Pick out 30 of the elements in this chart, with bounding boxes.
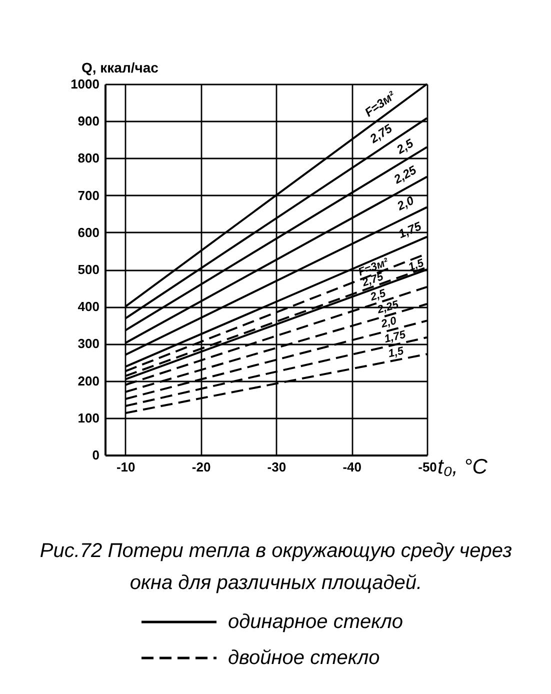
annotation: 2,75	[366, 121, 395, 146]
legend-label: двойное стекло	[228, 647, 380, 669]
y-tick-label: 100	[78, 410, 100, 426]
annotation: 1,5	[406, 256, 426, 274]
annotation: 2,0	[394, 193, 416, 214]
y-tick-label: 300	[78, 336, 100, 352]
y-axis-title: Q, ккал/час	[82, 60, 159, 76]
y-tick-label: 900	[78, 114, 100, 129]
x-tick-label: -10	[116, 460, 136, 474]
annotation: 2,5	[393, 136, 416, 158]
x-tick-label: -50	[418, 460, 437, 474]
x-tick-label: -30	[267, 460, 286, 474]
y-tick-label: 400	[78, 299, 100, 314]
y-tick-label: 600	[78, 224, 100, 240]
y-tick-label: 800	[78, 150, 100, 166]
annotation: 2,5	[368, 287, 388, 304]
y-tick-label: 200	[78, 373, 100, 388]
annotation: 2,25	[390, 162, 419, 187]
y-tick-label: 0	[92, 448, 100, 462]
y-tick-label: 700	[78, 188, 100, 203]
x-axis-title: t₀, °C	[438, 456, 488, 478]
x-tick-label: -20	[192, 460, 211, 474]
y-tick-label: 1000	[70, 76, 100, 92]
legend-label: одинарное стекло	[228, 611, 403, 633]
x-tick-label: -40	[342, 460, 362, 474]
y-tick-label: 500	[78, 262, 100, 277]
annotation: 1,5	[387, 345, 406, 360]
text: Рис.72 Потери тепла в окружающую среду через окна для различных площадей.	[40, 540, 512, 594]
annotation: 2,0	[378, 314, 399, 331]
annotation: 1,75	[383, 328, 408, 346]
